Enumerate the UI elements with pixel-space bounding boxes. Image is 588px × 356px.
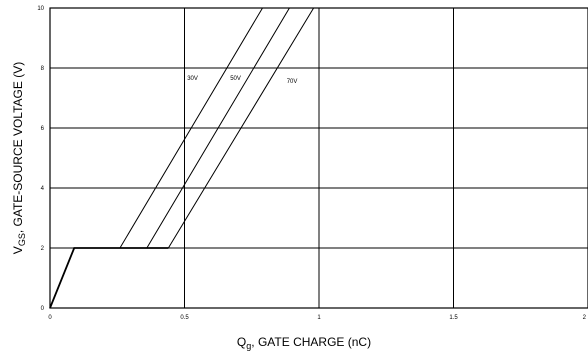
y-tick-labels: 0 2 4 6 8 10 (37, 6, 44, 312)
x-tick-labels: 0 0.5 1 1.5 2 (48, 315, 586, 321)
y-tick-label: 2 (41, 246, 45, 252)
y-tick-label: 10 (37, 6, 44, 12)
series-group: 30V 50V 70V (49, 7, 315, 309)
series-label-70v: 70V (287, 79, 298, 85)
series-label-30v: 30V (187, 76, 198, 82)
x-tick-label: 0 (48, 315, 52, 321)
x-axis-label: Qg, GATE CHARGE (nC) (237, 335, 371, 351)
grid (50, 8, 588, 308)
y-tick-label: 4 (41, 186, 45, 192)
y-tick-label: 6 (41, 126, 45, 132)
y-tick-label: 0 (41, 306, 45, 312)
series-label-50v: 50V (230, 76, 241, 82)
plot-frame (49, 7, 588, 309)
series-line-50v (49, 7, 290, 309)
x-tick-label: 0.5 (180, 315, 189, 321)
y-tick-label: 8 (41, 66, 45, 72)
x-tick-label: 1.5 (449, 315, 458, 321)
y-axis-label: VGS, GATE-SOURCE VOLTAGE (V) (11, 62, 27, 254)
plateau-line (49, 247, 169, 309)
series-line-30v (49, 7, 263, 309)
x-tick-label: 1 (317, 315, 321, 321)
series-line-70v (49, 7, 315, 309)
x-tick-label: 2 (583, 315, 587, 321)
